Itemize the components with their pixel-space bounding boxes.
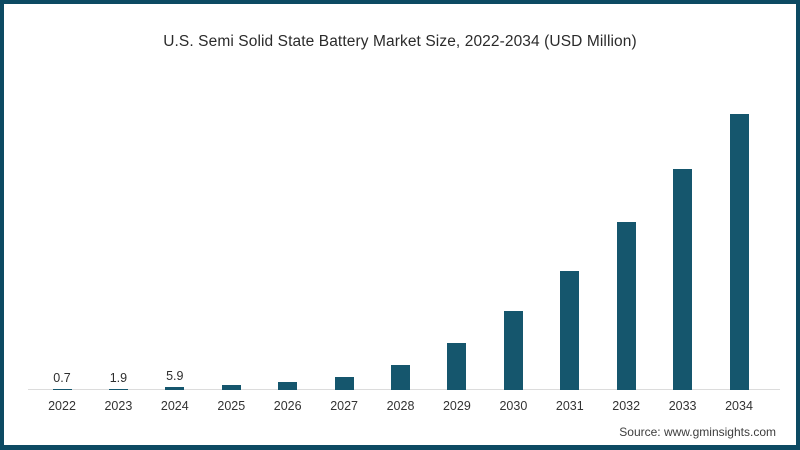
x-tick-label: 2022 [48, 399, 76, 413]
bar-2033 [673, 168, 693, 390]
x-tick-label: 2027 [330, 399, 358, 413]
bar-2031 [560, 271, 580, 390]
bar-2030 [503, 311, 523, 390]
x-tick-label: 2023 [104, 399, 133, 413]
bar-2023 [108, 389, 128, 390]
bar-2022 [52, 389, 72, 390]
bar-2027 [334, 376, 354, 390]
x-tick-label: 2024 [160, 399, 189, 413]
bar-value-label: 1.9 [109, 371, 128, 385]
bar-2026 [278, 381, 298, 390]
x-tick-label: 2030 [499, 399, 528, 413]
source-attribution: Source: www.gminsights.com [619, 425, 776, 439]
x-tick-label: 2033 [668, 399, 697, 413]
bar-2028 [391, 365, 410, 390]
bar-2034 [729, 114, 749, 390]
x-tick-label: 2032 [612, 399, 641, 413]
x-tick-label: 2025 [217, 399, 246, 413]
x-tick-label: 2029 [442, 399, 471, 413]
bar-2029 [447, 343, 467, 390]
bar-value-label: 0.7 [53, 371, 71, 385]
x-tick-label: 2026 [273, 399, 302, 413]
bar-2032 [616, 222, 636, 390]
bar-2025 [221, 384, 241, 390]
x-tick-label: 2034 [725, 399, 753, 413]
bar-value-label: 5.9 [166, 369, 184, 383]
chart-title: U.S. Semi Solid State Battery Market Siz… [163, 33, 637, 50]
bar-2024 [165, 387, 185, 390]
x-tick-label: 2031 [555, 399, 584, 413]
x-tick-label: 2028 [386, 399, 415, 413]
